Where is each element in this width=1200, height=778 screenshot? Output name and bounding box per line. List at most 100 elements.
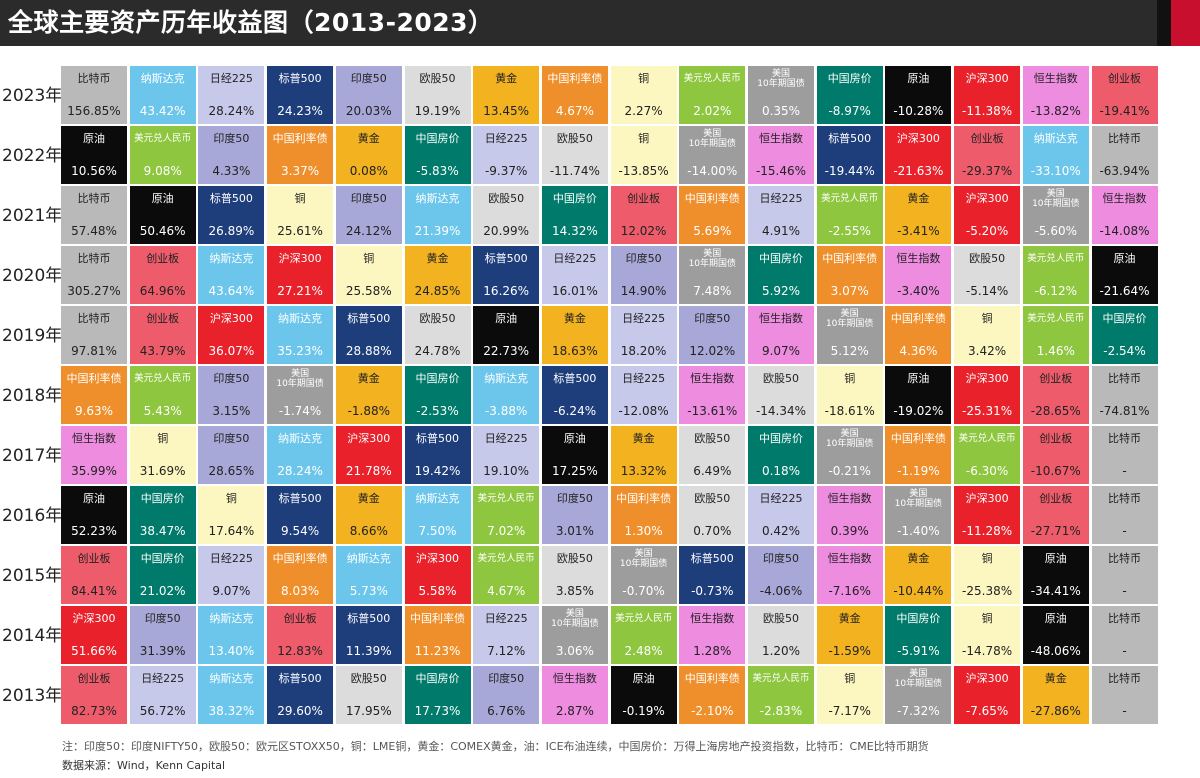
year-row: 2016年 原油 52.23% 中国房价 38.47% 铜 17.64% 标普500 9.54%… xyxy=(0,486,1200,546)
asset-name: 原油 xyxy=(83,492,105,505)
asset-return: 28.88% xyxy=(345,344,392,358)
asset-name: 美国 10年期国债 xyxy=(825,309,874,329)
asset-return: 156.85% xyxy=(67,104,121,118)
asset-name: 中国利率债 xyxy=(272,132,328,145)
asset-return: -0.73% xyxy=(691,584,734,598)
asset-cell: 比特币 57.48% xyxy=(61,186,127,244)
asset-name: 原油 xyxy=(563,432,586,445)
asset-cell: 纳斯达克 -33.10% xyxy=(1022,126,1089,184)
asset-name: 恒生指数 xyxy=(1102,192,1147,205)
asset-return: -14.78% xyxy=(962,644,1013,658)
asset-cell: 欧股50 -5.14% xyxy=(954,246,1021,304)
asset-return: 19.10% xyxy=(483,464,530,478)
asset-name: 美国 10年期国债 xyxy=(276,369,324,389)
asset-name: 恒生指数 xyxy=(690,372,735,385)
asset-name: 日经225 xyxy=(484,132,528,145)
asset-name: 恒生指数 xyxy=(72,432,116,445)
asset-return: 0.35% xyxy=(761,104,801,118)
asset-name: 中国房价 xyxy=(415,372,460,385)
asset-return: 38.47% xyxy=(139,524,186,538)
asset-cell: 黄金 -3.41% xyxy=(885,186,952,244)
asset-cell: 沪深300 -21.63% xyxy=(885,126,952,184)
asset-name: 创业板 xyxy=(77,552,111,565)
asset-cell: 美元兑人民币 -6.30% xyxy=(954,426,1021,484)
asset-cell: 中国利率债 5.69% xyxy=(679,186,746,244)
asset-name: 恒生指数 xyxy=(759,132,803,145)
asset-return: -14.00% xyxy=(687,164,738,178)
asset-cell: 印度50 6.76% xyxy=(473,666,540,724)
asset-name: 铜 xyxy=(225,492,237,505)
asset-name: 沪深300 xyxy=(965,192,1009,205)
asset-cell: 美元兑人民币 -2.83% xyxy=(748,666,814,724)
asset-name: 沪深300 xyxy=(965,672,1009,685)
asset-name: 纳斯达克 xyxy=(209,672,254,685)
asset-return: -12.08% xyxy=(618,404,669,418)
asset-cell: 恒生指数 -15.46% xyxy=(748,126,814,184)
asset-cell: 中国房价 14.32% xyxy=(541,186,608,244)
asset-cell: 原油 50.46% xyxy=(129,186,196,244)
year-label: 2017年 xyxy=(2,446,63,466)
year-label: 2019年 xyxy=(2,326,63,346)
asset-return: 24.12% xyxy=(345,224,392,238)
asset-return: -7.65% xyxy=(965,704,1009,718)
asset-return: 9.07% xyxy=(212,584,251,598)
asset-name: 美国 10年期国债 xyxy=(619,549,668,569)
asset-return: 24.85% xyxy=(414,284,461,298)
asset-cell: 中国房价 0.18% xyxy=(748,426,814,484)
asset-return: 6.49% xyxy=(693,464,732,478)
asset-return: -15.46% xyxy=(755,164,807,178)
asset-return: 9.63% xyxy=(74,404,114,418)
asset-name: 印度50 xyxy=(144,612,181,625)
asset-name: 日经225 xyxy=(209,552,253,565)
asset-cell: 创业板 84.41% xyxy=(61,546,127,604)
asset-cell: 美国 10年期国债 -14.00% xyxy=(679,126,746,184)
asset-return: -19.44% xyxy=(824,164,875,178)
asset-name: 美国 10年期国债 xyxy=(688,129,737,149)
asset-name: 日经225 xyxy=(484,432,528,445)
asset-name: 标普500 xyxy=(209,192,253,205)
asset-return: - xyxy=(1122,524,1127,538)
asset-cell: 比特币 - xyxy=(1091,426,1158,484)
asset-return: 3.37% xyxy=(281,164,320,178)
asset-name: 美元兑人民币 xyxy=(477,553,535,564)
asset-return: 7.48% xyxy=(693,284,732,298)
asset-name: 铜 xyxy=(981,612,993,625)
asset-return: 0.42% xyxy=(761,524,801,538)
asset-cell: 美国 10年期国债 -5.60% xyxy=(1022,186,1089,244)
asset-name: 沪深300 xyxy=(416,552,459,565)
asset-return: 9.54% xyxy=(281,524,320,538)
asset-cell: 原油 22.73% xyxy=(473,306,540,364)
asset-return: 31.69% xyxy=(139,464,186,478)
asset-cell: 美元兑人民币 -6.12% xyxy=(1022,246,1089,304)
asset-name: 印度50 xyxy=(350,192,387,205)
asset-return: 7.12% xyxy=(487,644,526,658)
asset-return: 21.78% xyxy=(345,464,392,478)
asset-name: 铜 xyxy=(844,672,856,685)
asset-return: -7.32% xyxy=(897,704,940,718)
asset-return: -74.81% xyxy=(1099,404,1150,418)
asset-return: 12.83% xyxy=(277,644,323,658)
asset-name: 沪深300 xyxy=(965,492,1009,505)
asset-return: 5.73% xyxy=(349,584,388,598)
asset-name: 中国房价 xyxy=(896,612,941,625)
asset-cell: 黄金 0.08% xyxy=(335,126,402,184)
asset-return: -13.61% xyxy=(687,404,738,418)
asset-name: 纳斯达克 xyxy=(209,252,254,265)
asset-return: - xyxy=(1122,464,1127,478)
year-row: 2015年 创业板 84.41% 中国房价 21.02% 日经225 9.07% 中国利率债 8… xyxy=(0,546,1200,606)
asset-name: 黄金 xyxy=(838,612,861,625)
asset-name: 沪深300 xyxy=(965,372,1009,385)
asset-return: 84.41% xyxy=(71,584,117,598)
asset-name: 创业板 xyxy=(1039,432,1073,445)
asset-name: 美元兑人民币 xyxy=(1027,313,1085,324)
asset-cell: 中国利率债 11.23% xyxy=(404,606,471,664)
asset-return: -6.12% xyxy=(1034,284,1078,298)
header-bar: 全球主要资产历年收益图（2013-2023） xyxy=(0,0,1157,46)
asset-name: 标普500 xyxy=(278,72,322,85)
asset-name: 美国 10年期国债 xyxy=(551,609,599,629)
asset-cell: 恒生指数 -14.08% xyxy=(1091,186,1158,244)
asset-name: 原油 xyxy=(151,192,174,205)
asset-name: 日经225 xyxy=(759,192,803,205)
asset-cell: 创业板 12.83% xyxy=(267,606,334,664)
asset-return: -0.19% xyxy=(622,704,665,718)
